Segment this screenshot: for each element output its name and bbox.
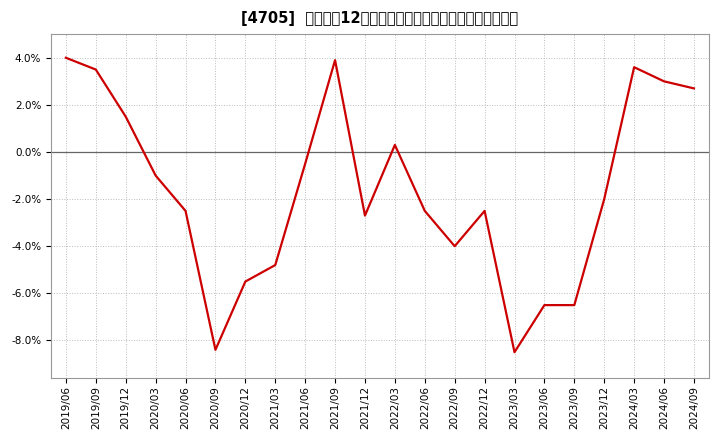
Title: [4705]  売上高の12か月移動合計の対前年同期増減率の推移: [4705] 売上高の12か月移動合計の対前年同期増減率の推移 (241, 11, 518, 26)
